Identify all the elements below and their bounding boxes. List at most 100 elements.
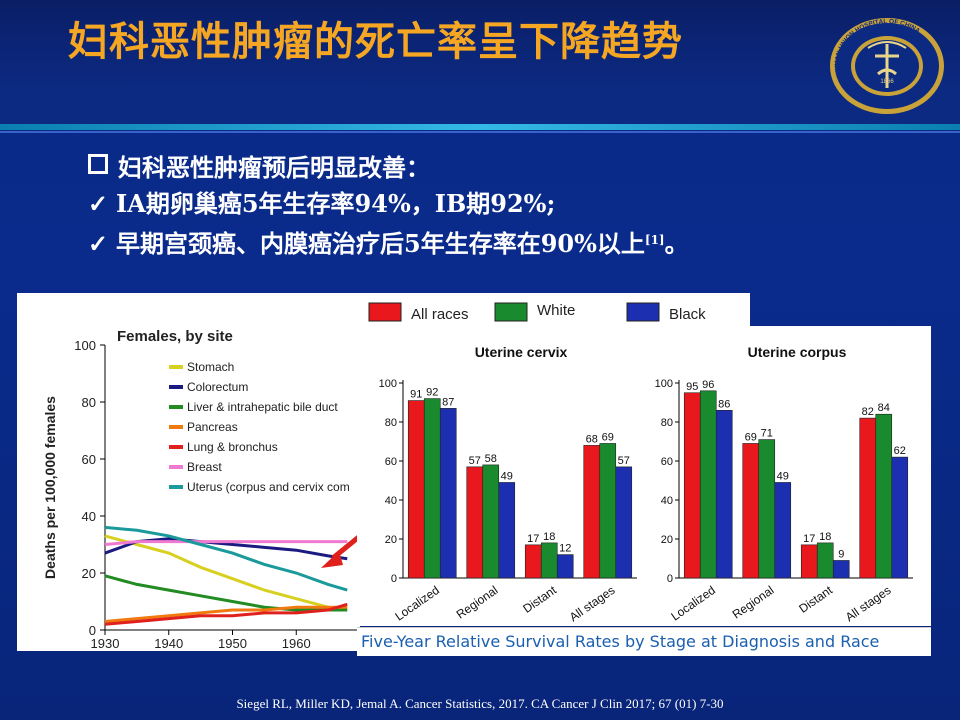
bullet-main: 妇科恶性肿瘤预后明显改善：: [88, 150, 689, 186]
bar: [891, 456, 909, 579]
category-label: All stages: [567, 583, 618, 624]
legend-swatch: [494, 302, 528, 322]
bar: [524, 544, 542, 579]
y-tick-label: 20: [385, 534, 397, 546]
bar-value-label: 71: [761, 428, 773, 440]
legend-label: Liver & intrahepatic bile duct: [187, 400, 338, 414]
category-label: Regional: [454, 583, 501, 622]
series-line: [104, 540, 348, 546]
bullet-check-2-text: 早期宫颈癌、内膜癌治疗后5年生存率在90%以上: [116, 229, 645, 258]
bar-value-label: 84: [878, 402, 890, 414]
bar: [482, 464, 500, 579]
legend-label: Breast: [187, 460, 222, 474]
y-tick-label: 60: [385, 456, 397, 468]
bar: [498, 482, 516, 579]
category-label: Distant: [796, 583, 835, 616]
legend-label: All races: [411, 306, 469, 323]
bar-value-label: 91: [410, 389, 422, 401]
y-tick-label: 20: [82, 566, 96, 581]
legend-swatch: [626, 302, 660, 322]
category-label: All stages: [843, 583, 894, 624]
bar-value-label: 18: [819, 531, 831, 543]
y-tick-label: 40: [82, 509, 96, 524]
bar: [423, 398, 441, 579]
bar-value-label: 12: [559, 543, 571, 555]
bar-legend-panel: [357, 293, 750, 327]
y-axis-label: Deaths per 100,000 females: [42, 396, 58, 579]
y-tick-label: 80: [385, 417, 397, 429]
bar-value-label: 17: [803, 533, 815, 545]
bullet-check-1: ✓ IA期卵巢癌5年生存率94%，IB期92%;: [88, 186, 689, 222]
bullet-check-2-end: 。: [664, 229, 689, 258]
bar: [816, 542, 834, 579]
bar-value-label: 49: [777, 470, 789, 482]
reference-marker: [1]: [644, 233, 665, 247]
square-bullet-icon: [88, 154, 108, 174]
bar: [800, 544, 818, 579]
checkmark-icon: ✓: [88, 229, 109, 258]
bar: [699, 390, 717, 579]
bar: [683, 392, 701, 579]
bar: [742, 443, 760, 579]
legend-label: White: [537, 302, 575, 319]
bar-value-label: 57: [469, 455, 481, 467]
bar: [832, 560, 850, 579]
y-tick-label: 20: [661, 534, 673, 546]
header-divider-thin: [0, 131, 960, 133]
bullet-list: 妇科恶性肿瘤预后明显改善： ✓ IA期卵巢癌5年生存率94%，IB期92%; ✓ 早…: [88, 150, 689, 262]
bar-value-label: 49: [501, 470, 513, 482]
category-label: Localized: [668, 583, 718, 624]
mortality-chart-panel: 0 20 40 60 80 100 1930 1940 1950 1960 Deaths per 1…: [17, 293, 362, 651]
slide-title: 妇科恶性肿瘤的死亡率呈下降趋势: [68, 19, 683, 65]
checkmark-icon: ✓: [88, 189, 109, 218]
series-line: [104, 605, 348, 623]
bar-value-label: 17: [527, 533, 539, 545]
header-divider: [0, 124, 960, 130]
bar-value-label: 86: [718, 398, 730, 410]
bar-value-label: 69: [745, 431, 757, 443]
legend-label: Stomach: [187, 360, 234, 374]
y-tick-label: 80: [661, 417, 673, 429]
bar: [407, 400, 425, 579]
bar-value-label: 18: [543, 531, 555, 543]
series-line: [104, 525, 348, 592]
y-tick-label: 100: [379, 378, 397, 390]
bar-value-label: 68: [586, 433, 598, 445]
bar-value-label: 9: [838, 548, 844, 560]
bar: [540, 542, 558, 579]
title-band: [0, 0, 960, 126]
legend-label: Pancreas: [187, 420, 238, 434]
legend-swatch: [368, 302, 402, 322]
citation: Siegel RL, Miller KD, Jemal A. Cancer St…: [236, 696, 724, 711]
bar: [599, 443, 617, 579]
bar: [758, 439, 776, 579]
survival-caption: Five-Year Relative Survival Rates by Sta…: [361, 632, 880, 651]
y-tick-label: 60: [661, 456, 673, 468]
chart-title: Uterine cervix: [475, 344, 568, 360]
logo-year: 1866: [880, 79, 894, 85]
y-tick-label: 80: [82, 395, 96, 410]
category-label: Distant: [520, 583, 559, 616]
bar-value-label: 57: [618, 455, 630, 467]
y-tick-label: 60: [82, 452, 96, 467]
bar-value-label: 58: [485, 453, 497, 465]
series-line: [104, 574, 348, 612]
legend-label: Black: [669, 306, 706, 323]
x-tick-label: 1950: [218, 636, 247, 651]
y-tick-label: 40: [661, 495, 673, 507]
bar-value-label: 62: [894, 445, 906, 457]
legend-label: Uterus (corpus and cervix com: [187, 480, 350, 494]
annotation-arrowhead: [321, 551, 343, 568]
category-label: Regional: [730, 583, 777, 622]
bar: [556, 554, 574, 579]
legend-label: Lung & bronchus: [187, 440, 278, 454]
bar-value-label: 82: [862, 406, 874, 418]
bar: [715, 410, 733, 579]
mortality-line-chart: 0 20 40 60 80 100 1930 1940 1950 1960 Deaths per 1…: [42, 328, 362, 651]
category-label: Localized: [392, 583, 442, 624]
y-tick-label: 100: [74, 338, 96, 353]
x-tick-label: 1930: [91, 636, 120, 651]
bar: [466, 466, 484, 579]
bar: [875, 413, 893, 579]
y-tick-label: 0: [667, 573, 673, 585]
